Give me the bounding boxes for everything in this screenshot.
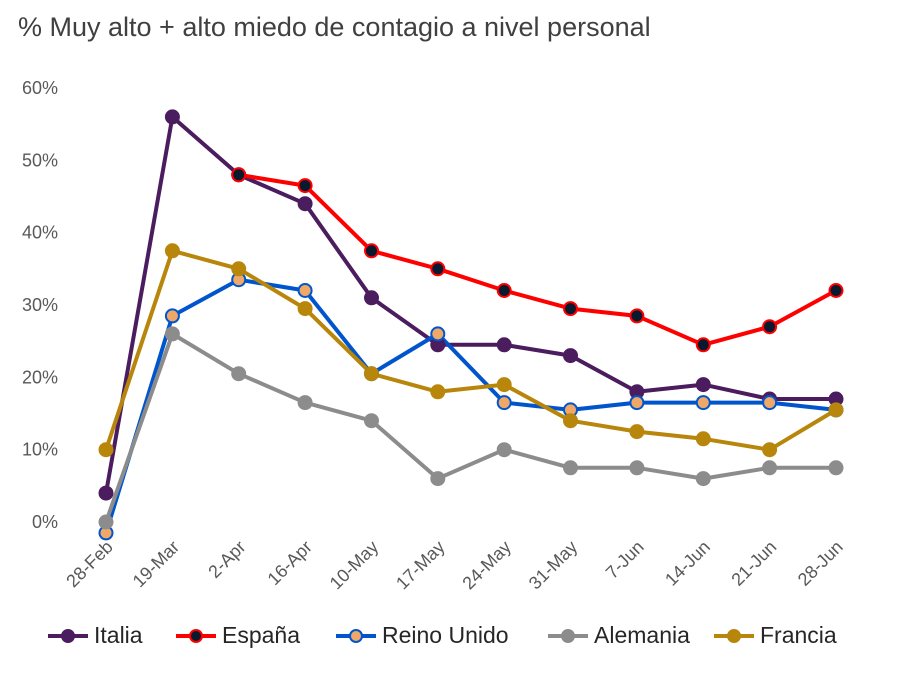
y-tick-label: 40% (22, 223, 58, 243)
legend-label: Alemania (594, 622, 690, 648)
data-point (297, 283, 313, 298)
x-tick-label: 31-May (525, 537, 582, 594)
legend-item: España (174, 622, 300, 649)
data-point (364, 413, 379, 429)
data-point (496, 377, 512, 393)
data-point (563, 413, 578, 429)
data-point (430, 471, 446, 487)
data-point (364, 243, 379, 259)
data-point (297, 301, 313, 317)
data-point (695, 471, 711, 487)
data-point (164, 243, 180, 259)
data-point (563, 460, 578, 476)
data-point (164, 326, 180, 342)
data-point (364, 290, 379, 306)
legend-item: Alemania (546, 622, 690, 649)
data-point (231, 167, 247, 183)
legend-swatch (336, 628, 376, 643)
data-point (629, 308, 645, 324)
legend-item: Italia (46, 622, 143, 649)
series-line-francia (104, 248, 838, 452)
x-tick-label: 7-Jun (602, 537, 648, 583)
data-point (164, 109, 180, 125)
y-tick-label: 50% (22, 150, 58, 170)
data-point (496, 337, 512, 353)
data-point (828, 402, 844, 418)
legend-label: Reino Unido (382, 622, 509, 648)
x-tick-label: 16-Apr (264, 537, 316, 589)
data-point (297, 178, 313, 194)
data-point (629, 460, 645, 476)
legend-label: Francia (760, 622, 837, 648)
data-point (430, 326, 446, 342)
data-point (231, 261, 247, 277)
data-point (629, 424, 645, 440)
data-point (496, 442, 512, 458)
data-point (98, 442, 114, 458)
data-point (828, 283, 844, 298)
x-axis-ticks: 28-Feb 19-Mar 2-Apr 16-Apr 10-May 17-May 24-Ma… (62, 537, 846, 594)
legend-item: Reino Unido (334, 622, 509, 649)
data-point (695, 395, 711, 411)
data-point (762, 319, 778, 335)
data-point (297, 395, 313, 411)
legend-swatch (176, 628, 216, 643)
data-point (164, 308, 180, 324)
y-tick-label: 60% (22, 78, 58, 98)
x-tick-label: 17-May (392, 537, 449, 594)
legend-swatch (714, 628, 754, 643)
legend-swatch (548, 628, 588, 643)
line-chart: 0% 10% 20% 30% 40% 50% 60% 28-Feb 19-Mar 2-Apr 16… (22, 78, 847, 594)
legend-item: Francia (712, 622, 837, 649)
data-point (563, 301, 578, 317)
x-tick-label: 19-Mar (129, 537, 183, 591)
data-point (364, 366, 379, 382)
series-markers (98, 109, 844, 541)
legend-label: Italia (94, 622, 143, 648)
data-point (695, 377, 711, 393)
chart-title: % Muy alto + alto miedo de contagio a ni… (18, 12, 651, 42)
series-line-reino-unido (104, 277, 838, 535)
y-tick-label: 0% (32, 512, 58, 532)
data-point (98, 485, 114, 501)
data-point (629, 395, 645, 411)
data-point (231, 366, 247, 382)
data-point (828, 460, 844, 476)
data-point (695, 431, 711, 447)
series-line-italia (104, 114, 838, 496)
data-point (695, 337, 711, 353)
y-tick-label: 20% (22, 367, 58, 387)
data-point (496, 395, 512, 411)
series-line-españa (236, 172, 838, 347)
x-tick-label: 2-Apr (204, 537, 249, 582)
data-point (98, 514, 114, 530)
data-point (496, 283, 512, 298)
x-tick-label: 24-May (458, 537, 515, 594)
data-point (430, 261, 446, 277)
data-point (762, 442, 778, 458)
data-point (762, 395, 778, 411)
series-lines (104, 114, 838, 535)
x-tick-label: 10-May (326, 537, 383, 594)
x-tick-label: 28-Jun (794, 537, 847, 590)
data-point (297, 196, 313, 212)
legend: Italia España Reino Unido Alemania Francia (0, 622, 917, 662)
x-tick-label: 21-Jun (727, 537, 780, 590)
data-point (430, 384, 446, 400)
y-axis-ticks: 0% 10% 20% 30% 40% 50% 60% (22, 78, 58, 532)
data-point (762, 460, 778, 476)
y-tick-label: 10% (22, 440, 58, 460)
series-line-alemania (104, 331, 838, 524)
data-point (563, 348, 578, 364)
legend-swatch (48, 628, 88, 643)
x-tick-label: 28-Feb (62, 537, 116, 591)
x-tick-label: 14-Jun (661, 537, 714, 590)
y-tick-label: 30% (22, 295, 58, 315)
legend-label: España (222, 622, 301, 648)
